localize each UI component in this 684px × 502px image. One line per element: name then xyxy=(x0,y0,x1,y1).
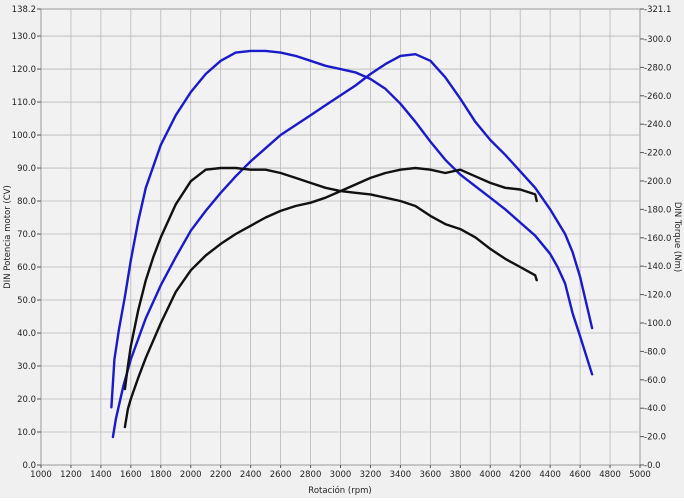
y-right-tick-label: -200.0 xyxy=(644,177,671,187)
y-right-tick-label: -120.0 xyxy=(644,291,671,301)
x-tick-label: 2000 xyxy=(180,470,202,480)
y-left-tick-label: 30.0 xyxy=(17,362,36,372)
y-left-tick-label: 10.0 xyxy=(17,428,36,438)
x-tick-label: 4400 xyxy=(539,470,561,480)
y-right-tick-label: -180.0 xyxy=(644,205,671,215)
y-right-tick-label: -60.0 xyxy=(644,376,666,386)
y-right-tick-label: -100.0 xyxy=(644,319,671,329)
y-left-tick-label: 20.0 xyxy=(17,395,36,405)
x-tick-label: 4000 xyxy=(479,470,501,480)
x-tick-label: 4800 xyxy=(599,470,621,480)
x-tick-label: 3000 xyxy=(330,470,352,480)
x-tick-label: 2600 xyxy=(270,470,292,480)
y-right-tick-label: -160.0 xyxy=(644,234,671,244)
y-right-tick-label: -260.0 xyxy=(644,92,671,102)
x-tick-label: 3200 xyxy=(360,470,382,480)
series-line-2 xyxy=(110,49,594,409)
y-left-tick-label: 90.0 xyxy=(17,164,36,174)
y-right-tick-label: -140.0 xyxy=(644,262,671,272)
y-left-tick-label: 50.0 xyxy=(17,296,36,306)
y-left-tick-label: 120.0 xyxy=(12,65,36,75)
x-tick-label: 4600 xyxy=(569,470,591,480)
y-left-tick-label: 80.0 xyxy=(17,197,36,207)
series-line-1 xyxy=(111,53,594,439)
y-axis-right-label: DIN Torque (Nm) xyxy=(672,202,682,272)
series-layer xyxy=(110,49,594,439)
y-right-tick-label: -0.0 xyxy=(644,461,661,471)
x-tick-label: 1000 xyxy=(30,470,52,480)
y-right-tick-label: -280.0 xyxy=(644,63,671,73)
grid-layer xyxy=(41,9,640,465)
y-right-tick-label: -300.0 xyxy=(644,35,671,45)
series-line-4 xyxy=(123,166,538,391)
y-left-tick-label: 130.0 xyxy=(12,32,36,42)
y-left-tick-label: 138.2 xyxy=(12,5,36,15)
y-left-tick-label: 40.0 xyxy=(17,329,36,339)
axes-layer: 1000 1200 1400 1600 1800 2000 2200 2400 2600 2800… xyxy=(12,5,672,480)
x-tick-label: 1600 xyxy=(120,470,142,480)
y-right-tick-label: -20.0 xyxy=(644,433,666,443)
x-tick-label: 3800 xyxy=(449,470,471,480)
x-tick-label: 3600 xyxy=(420,470,442,480)
y-right-tick-label: -240.0 xyxy=(644,120,671,130)
x-tick-label: 4200 xyxy=(509,470,531,480)
y-left-tick-label: 70.0 xyxy=(17,230,36,240)
y-right-tick-label: -80.0 xyxy=(644,347,666,357)
x-tick-label: 3400 xyxy=(390,470,412,480)
x-tick-label: 1200 xyxy=(60,470,82,480)
y-left-tick-label: 100.0 xyxy=(12,131,36,141)
series-line-3 xyxy=(123,166,538,429)
x-tick-label: 5000 xyxy=(629,470,651,480)
y-left-tick-label: 0.0 xyxy=(22,461,36,471)
x-tick-label: 2800 xyxy=(300,470,322,480)
y-axis-left-label: DIN Potencia motor (CV) xyxy=(3,185,13,289)
x-tick-label: 2400 xyxy=(240,470,262,480)
x-tick-label: 1800 xyxy=(150,470,172,480)
y-right-tick-label: -220.0 xyxy=(644,149,671,159)
y-left-tick-label: 110.0 xyxy=(12,98,36,108)
x-axis-label: Rotación (rpm) xyxy=(308,485,371,496)
y-right-tick-label: -40.0 xyxy=(644,404,666,414)
y-left-tick-label: 60.0 xyxy=(17,263,36,273)
y-right-tick-label: -321.1 xyxy=(644,5,671,15)
x-tick-label: 2200 xyxy=(210,470,232,480)
x-tick-label: 1400 xyxy=(90,470,112,480)
